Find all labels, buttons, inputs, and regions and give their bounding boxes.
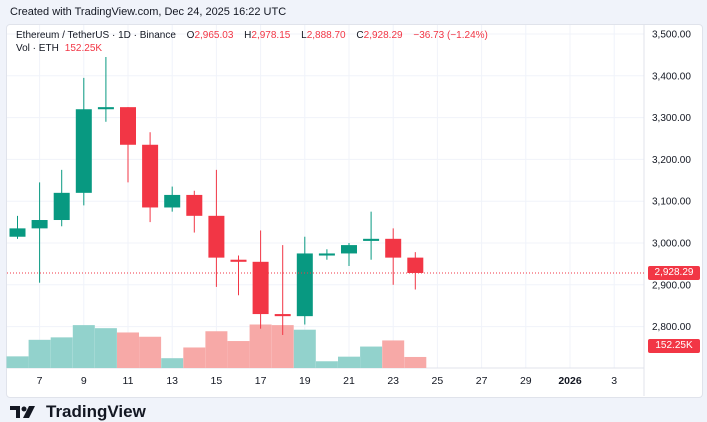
candle-body [208,215,225,258]
candle-body [142,144,159,208]
close-label: C [356,30,364,41]
x-tick-label: 7 [37,375,43,387]
open-value: 2,965.03 [194,30,234,41]
candle-body [75,109,92,193]
y-tick-label: 2,900.00 [652,280,691,291]
volume-bar [50,337,73,368]
volume-bar [72,325,95,368]
volume-bar [360,346,383,368]
x-tick-label: 2026 [558,375,582,387]
candle-body [407,257,424,273]
y-tick-label: 3,300.00 [652,113,691,124]
low-value: 2,888.70 [306,30,346,41]
candle-body [274,314,291,317]
candle-body [385,238,402,258]
symbol-title: Ethereum / TetherUS · 1D · Binance [16,30,176,41]
y-tick-label: 3,000.00 [652,239,691,250]
candle-body [9,228,26,237]
volume-legend: Vol · ETH 152.25K [16,43,102,54]
open-label: O [186,30,195,41]
volume-bar [205,331,228,368]
x-tick-label: 23 [387,375,399,387]
volume-bar [227,341,250,368]
candle-body [31,220,48,229]
y-tick-label: 2,800.00 [652,322,691,333]
x-tick-label: 9 [81,375,87,387]
candle-body [252,261,269,315]
x-tick-label: 3 [611,375,617,387]
tradingview-logo-icon [10,406,35,418]
candle-body [296,253,313,317]
x-tick-label: 27 [476,375,488,387]
volume-bar [28,339,51,368]
x-tick-label: 11 [123,375,134,387]
candle-body [164,194,181,208]
candle-body [341,245,357,254]
volume-bar [293,329,316,368]
volume-bar [161,358,184,368]
volume-bar [183,347,206,368]
x-tick-label: 17 [255,375,267,387]
candle-body [97,107,114,110]
x-tick-label: 21 [343,375,355,387]
volume-label: Vol · ETH [16,43,59,54]
current-volume-badge: 152.25K [648,339,700,353]
candle-body [186,194,203,216]
close-value: 2,928.29 [363,30,403,41]
y-tick-label: 3,100.00 [652,197,691,208]
candle-body [53,192,70,221]
volume-bar [94,328,117,368]
high-label: H [244,30,252,41]
volume-bar [315,361,338,368]
volume-bar [117,332,139,368]
low-label: L [301,30,307,41]
x-tick-label: 29 [520,375,532,387]
y-tick-label: 3,400.00 [652,71,691,82]
y-tick-label: 3,200.00 [652,155,691,166]
volume-bar [271,325,294,368]
tradingview-logo-text: TradingView [46,402,146,421]
chart-caption: Created with TradingView.com, Dec 24, 20… [10,6,287,18]
ohlc-legend: Ethereum / TetherUS · 1D · Binance O2,96… [16,30,488,41]
volume-bar [139,336,162,368]
x-tick-label: 19 [299,375,311,387]
volume-bar [6,356,29,368]
candle-body [230,259,247,262]
tradingview-logo[interactable]: TradingView [10,402,146,422]
current-price-badge: 2,928.29 [648,265,700,280]
x-tick-label: 13 [166,375,178,387]
volume-bar [404,356,427,368]
volume-bar [382,340,405,368]
candle-body [318,253,335,256]
volume-value: 152.25K [64,43,103,54]
change-value: −36.73 (−1.24%) [413,30,488,41]
high-value: 2,978.15 [251,30,291,41]
x-tick-label: 15 [211,375,223,387]
y-tick-label: 3,500.00 [652,30,691,41]
volume-bar [338,356,360,368]
volume-bar [249,324,272,368]
x-tick-label: 25 [432,375,444,387]
candle-body [363,238,380,241]
candle-body [120,107,136,145]
